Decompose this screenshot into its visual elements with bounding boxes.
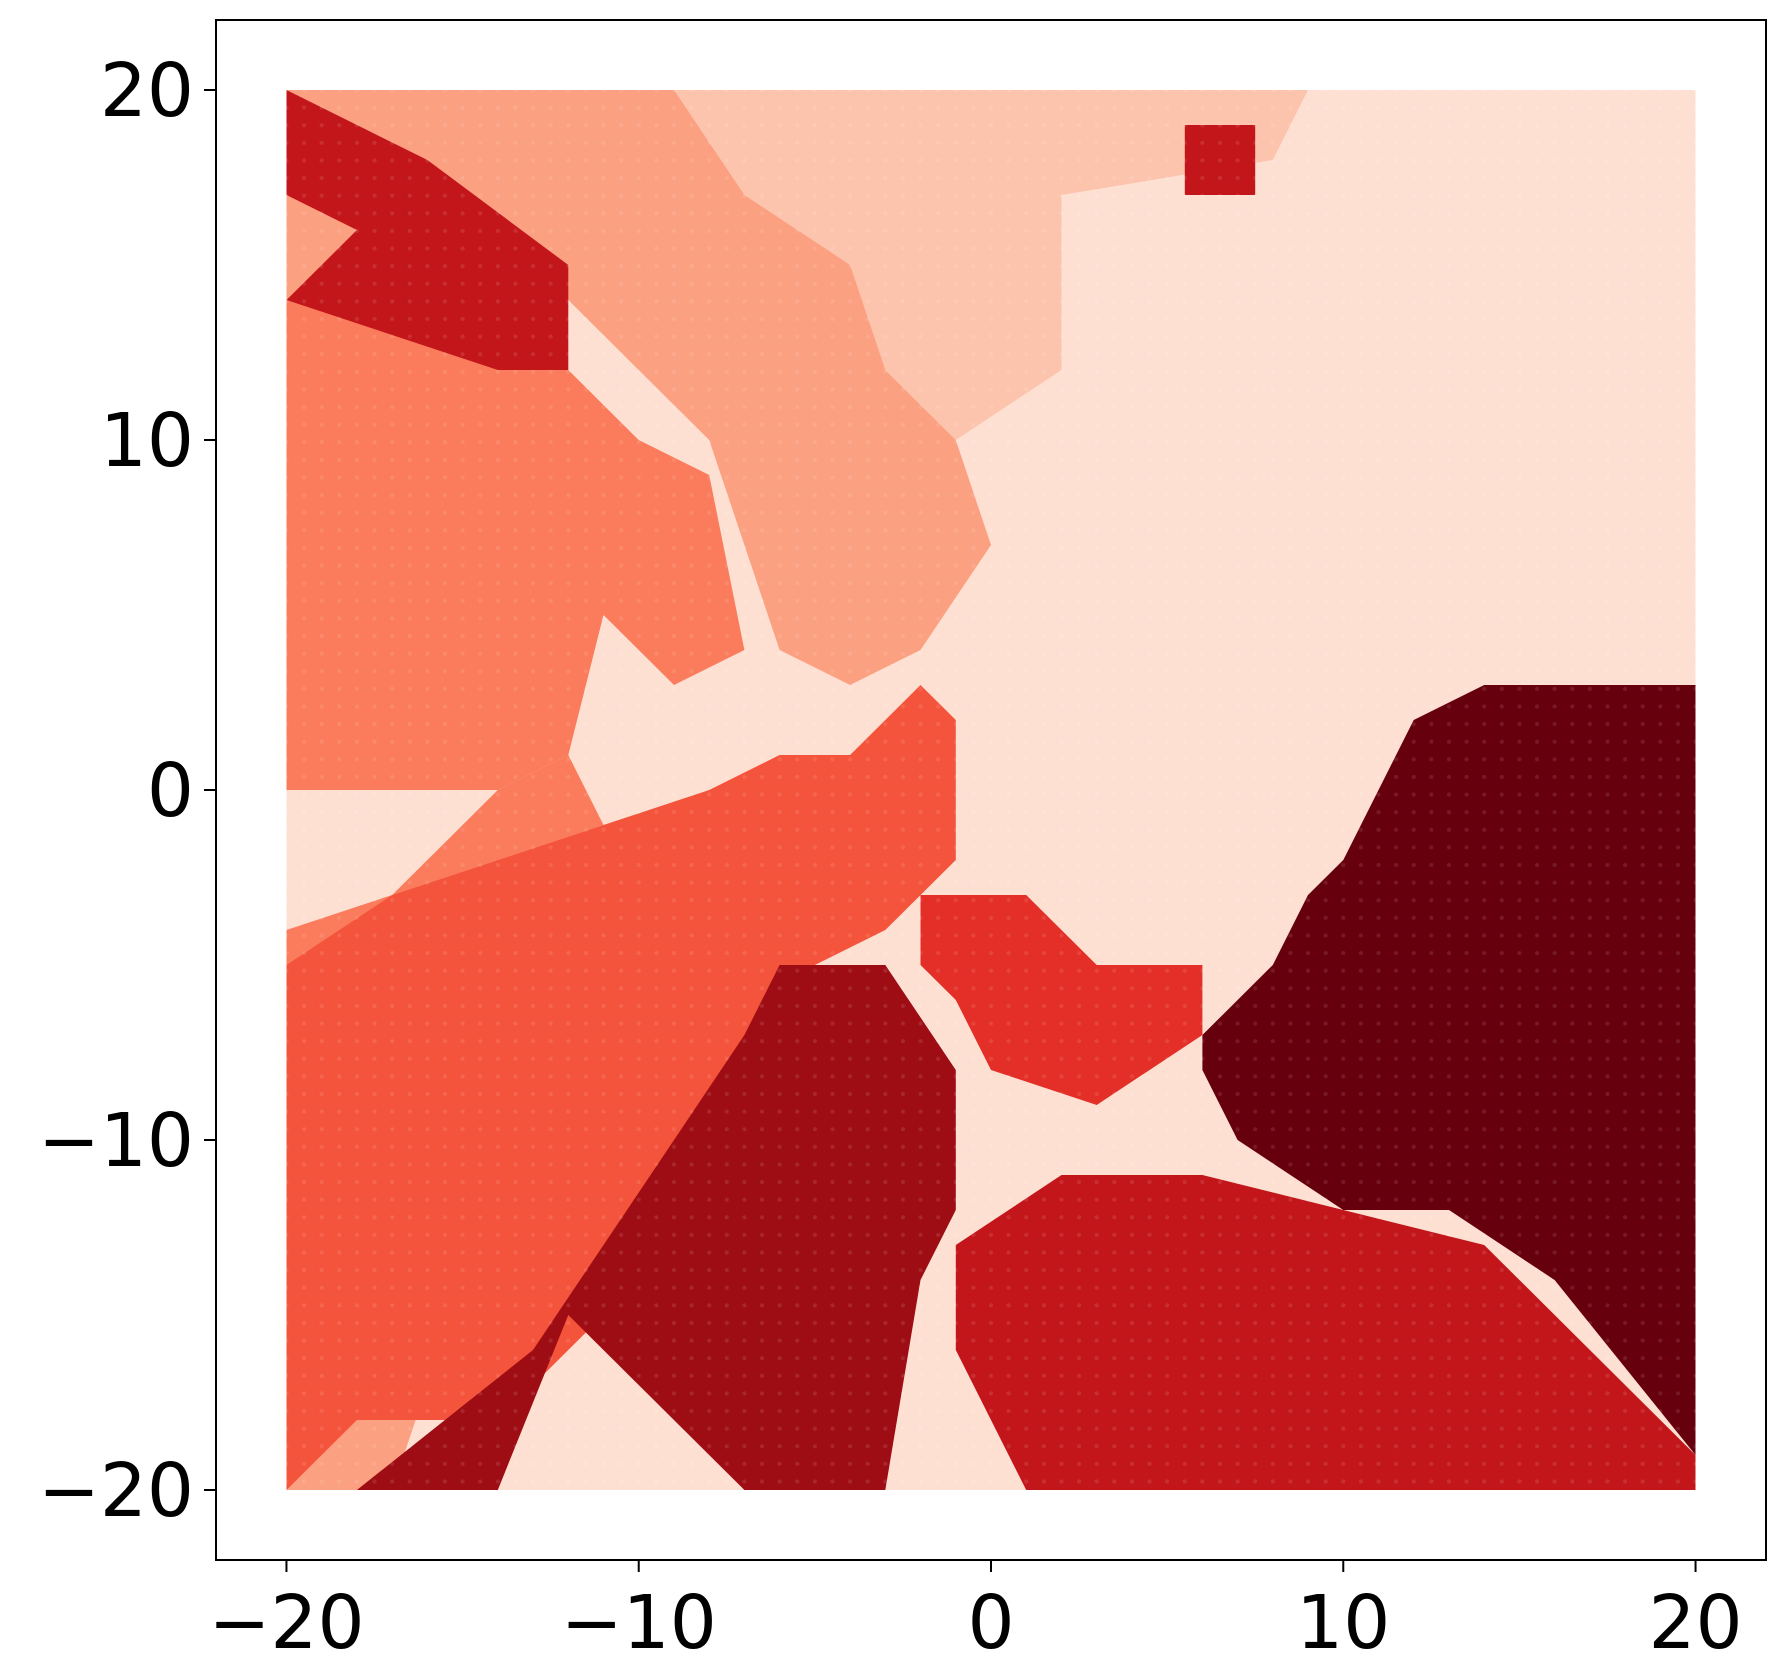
x-axis: −20 −10 0 10 20: [208, 1560, 1743, 1666]
y-tick-label: 10: [100, 398, 194, 484]
x-tick-label: 10: [1296, 1580, 1390, 1666]
y-axis: −20 −10 0 10 20: [38, 48, 216, 1534]
x-tick-label: 0: [967, 1580, 1014, 1666]
grid-point-texture: [216, 20, 1766, 1560]
x-tick-label: −10: [561, 1580, 717, 1666]
y-tick-label: −10: [38, 1098, 194, 1184]
y-tick-label: 0: [147, 748, 194, 834]
x-tick-label: 20: [1648, 1580, 1742, 1666]
y-tick-label: −20: [38, 1448, 194, 1534]
x-tick-label: −20: [208, 1580, 364, 1666]
y-tick-label: 20: [100, 48, 194, 134]
